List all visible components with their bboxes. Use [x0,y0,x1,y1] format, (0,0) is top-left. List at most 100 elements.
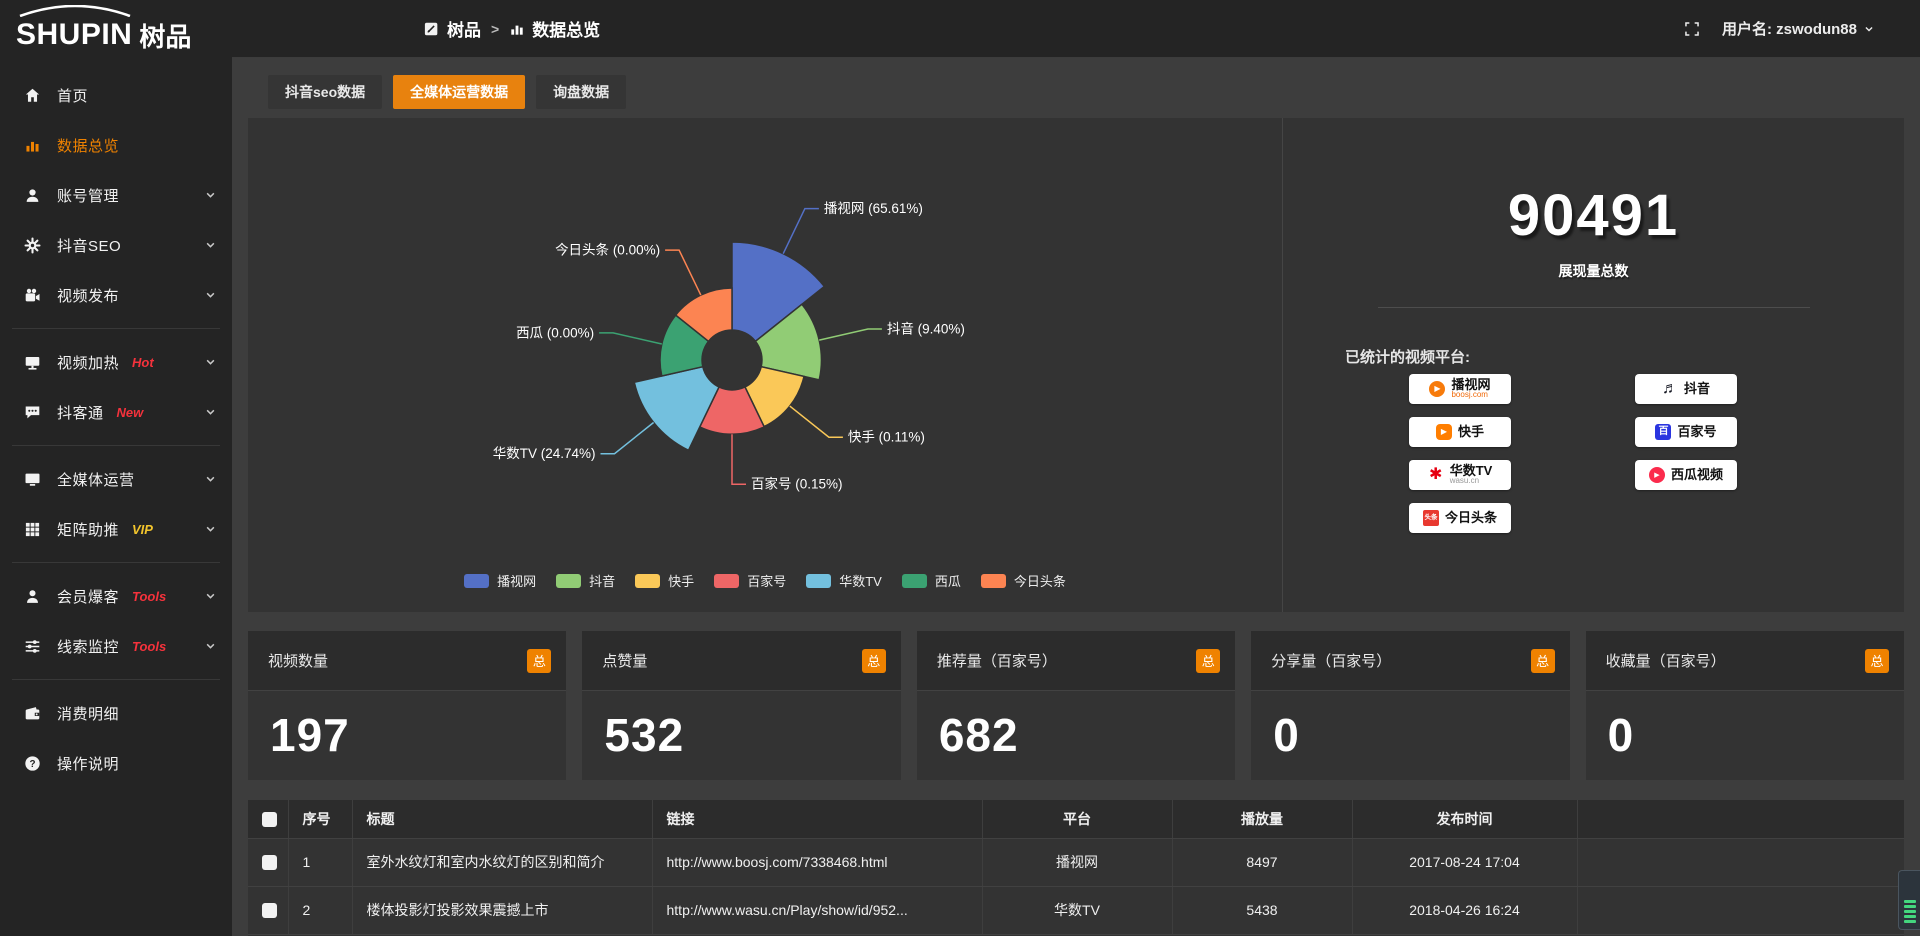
select-all-checkbox[interactable] [262,812,277,828]
pie-slice[interactable] [754,303,823,381]
platforms-label: 已统计的视频平台: [1345,349,1470,366]
table-cell-empty [1577,886,1904,935]
pie-label-line [789,405,843,438]
display-icon [24,353,42,371]
platform-name: 抖音 [1683,381,1710,397]
pie-label-line [600,421,655,455]
sidebar-item-clue-monitor[interactable]: 线索监控 Tools [0,621,232,671]
sidebar-item-douketong[interactable]: 抖客通 New [0,387,232,437]
table-cell: 播视网 [982,838,1173,887]
sidebar-item-expense-detail[interactable]: 消费明细 [0,688,232,738]
legend-item-抖音[interactable]: 抖音 [556,571,615,590]
sidebar-item-label: 会员爆客 [57,588,120,606]
platform-subtext: boosj.com [1451,390,1488,400]
pie-slice[interactable] [674,287,733,343]
fullscreen-icon[interactable] [1684,21,1700,37]
tab-media-ops-data[interactable]: 全媒体运营数据 [393,75,526,109]
total-badge: 总 [1196,648,1221,673]
tab-douyin-seo-data[interactable]: 抖音seo数据 [268,75,383,109]
sidebar-item-account-manage[interactable]: 账号管理 [0,170,232,220]
stat-card-header: 点赞量 总 [582,631,901,691]
legend-item-快手[interactable]: 快手 [635,571,694,590]
legend-label: 百家号 [747,574,787,589]
column-header: 链接 [652,800,983,839]
stat-card-value: 0 [1273,709,1300,761]
sidebar-menu: 首页数据总览 账号管理 抖音SEO 视频发布视频加热 Hot 抖客通 New 全媒体运营 矩阵助… [0,58,232,788]
pie-slice[interactable] [633,365,721,452]
row-checkbox[interactable] [262,903,277,919]
summary-divider [1377,307,1810,308]
legend-item-今日头条[interactable]: 今日头条 [980,571,1066,590]
column-header-empty [1577,800,1904,839]
stat-card-header: 收藏量（百家号） 总 [1585,631,1905,691]
video-title-link[interactable]: 楼体投影灯投影效果震撼上市 [352,886,653,935]
chevron-down-icon [204,590,217,603]
sidebar-item-matrix-boost[interactable]: 矩阵助推 VIP [0,504,232,554]
table-row: 1 室外水纹灯和室内水纹灯的区别和简介 http://www.boosj.com/7… [248,838,1904,887]
legend-swatch [980,573,1006,588]
legend-item-播视网[interactable]: 播视网 [464,571,536,590]
platform-badge-wasu: ✱ 华数TV wasu.cn [1409,460,1511,490]
sliders-icon [24,637,42,655]
platform-name: 西瓜视频 [1670,467,1723,483]
breadcrumb: 树品 > 数据总览 [424,16,600,41]
row-checkbox[interactable] [262,855,277,871]
stat-card-title: 分享量（百家号） [1271,653,1392,670]
platform-badge-toutiao: 头条 今日头条 [1409,503,1511,533]
table-cell: 5438 [1172,886,1353,935]
row-checkbox-cell [248,886,289,935]
pie-label-line [819,328,882,341]
legend-item-百家号[interactable]: 百家号 [714,571,786,590]
legend-label: 抖音 [589,574,616,589]
sidebar-item-badge: Tools [132,638,167,654]
pie-slice[interactable] [731,241,826,343]
table-cell: 2018-04-26 16:24 [1352,886,1578,935]
douyin-logo-icon: ♬ [1661,380,1678,397]
sidebar-item-data-overview[interactable]: 数据总览 [0,120,232,170]
video-table: 序号 标题 链接 平台 播放量 发布时间 1 室外水纹灯和室内水纹灯的区别和简介 http:/… [248,800,1904,936]
floating-widget[interactable] [1898,870,1920,930]
sidebar-item-media-ops[interactable]: 全媒体运营 [0,454,232,504]
table-cell: 2 [288,886,353,935]
platform-badge-xigua: ▶ 西瓜视频 [1635,460,1737,490]
row-checkbox-cell [248,838,289,887]
stat-card-2: 推荐量（百家号） 总 682 [916,631,1236,780]
table-row: 2 楼体投影灯投影效果震撼上市 http://www.wasu.cn/Play/sh… [248,886,1904,935]
sidebar-item-badge: Hot [132,354,154,370]
username[interactable]: 用户名: zswodun88 [1721,21,1857,38]
legend-label: 华数TV [839,574,882,589]
tab-inquiry-data[interactable]: 询盘数据 [536,75,627,109]
pie-chart-section: 播视网 (65.61%) 抖音 (9.40%) 快手 (0.11%) 百家号 (0.1… [248,118,1282,612]
video-url-link[interactable]: http://www.boosj.com/7338468.html [652,838,983,887]
legend-swatch [806,573,832,588]
legend-swatch [714,573,740,588]
sidebar-item-video-heat[interactable]: 视频加热 Hot [0,337,232,387]
sidebar-item-help[interactable]: ? 操作说明 [0,738,232,788]
chevron-down-icon [204,640,217,653]
column-header: 平台 [982,800,1173,839]
platform-subtext: wasu.cn [1449,476,1480,486]
sidebar-item-video-publish[interactable]: 视频发布 [0,270,232,320]
legend-swatch [901,573,927,588]
pie-label: 华数TV (24.74%) [493,446,596,461]
user-icon [24,186,42,204]
pie-label-line [599,332,662,345]
video-title-link[interactable]: 室外水纹灯和室内水纹灯的区别和简介 [352,838,653,887]
widget-bar [1903,915,1916,918]
sidebar-item-douyin-seo[interactable]: 抖音SEO [0,220,232,270]
total-badge: 总 [527,648,552,673]
platform-name: 华数TV [1449,462,1493,478]
stat-card-title: 收藏量（百家号） [1605,653,1726,670]
stat-card-value: 0 [1607,709,1635,761]
sidebar-item-label: 首页 [57,87,89,105]
chevron-down-icon[interactable] [1863,23,1875,35]
baijiahao-logo-icon: 百 [1655,424,1672,440]
breadcrumb-root[interactable]: 树品 [447,21,481,40]
legend-item-华数TV[interactable]: 华数TV [806,571,882,590]
logo-square-icon [424,21,440,37]
sidebar-item-home[interactable]: 首页 [0,70,232,120]
video-url-link[interactable]: http://www.wasu.cn/Play/show/id/952... [652,886,983,935]
legend-item-西瓜[interactable]: 西瓜 [901,571,961,590]
sidebar-item-member-baoke[interactable]: 会员爆客 Tools [0,571,232,621]
sidebar-item-label: 视频加热 [57,354,120,372]
